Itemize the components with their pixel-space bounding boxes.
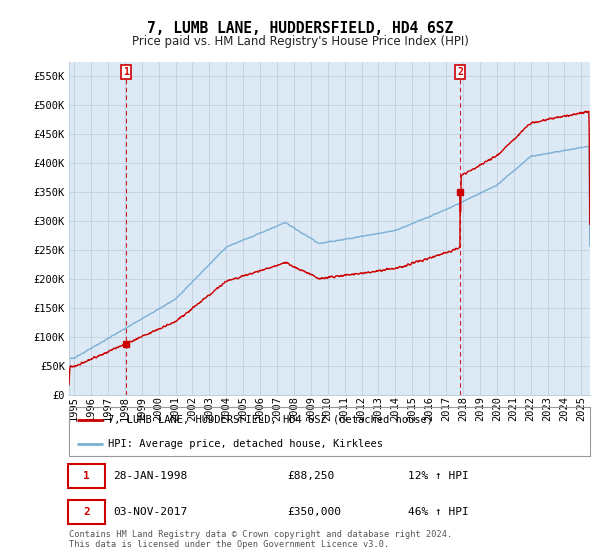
Text: 12% ↑ HPI: 12% ↑ HPI — [407, 472, 468, 481]
Text: 1: 1 — [83, 472, 90, 481]
Text: £350,000: £350,000 — [288, 507, 342, 516]
Text: 2: 2 — [83, 507, 90, 516]
Text: 46% ↑ HPI: 46% ↑ HPI — [407, 507, 468, 516]
FancyBboxPatch shape — [68, 500, 106, 524]
Text: 28-JAN-1998: 28-JAN-1998 — [113, 472, 188, 481]
Text: 1: 1 — [123, 67, 129, 77]
Text: HPI: Average price, detached house, Kirklees: HPI: Average price, detached house, Kirk… — [108, 438, 383, 449]
FancyBboxPatch shape — [68, 464, 106, 488]
Text: 7, LUMB LANE, HUDDERSFIELD, HD4 6SZ (detached house): 7, LUMB LANE, HUDDERSFIELD, HD4 6SZ (det… — [108, 415, 433, 425]
Text: £88,250: £88,250 — [288, 472, 335, 481]
Text: 7, LUMB LANE, HUDDERSFIELD, HD4 6SZ: 7, LUMB LANE, HUDDERSFIELD, HD4 6SZ — [147, 21, 453, 36]
Text: Contains HM Land Registry data © Crown copyright and database right 2024.
This d: Contains HM Land Registry data © Crown c… — [69, 530, 452, 549]
Text: Price paid vs. HM Land Registry's House Price Index (HPI): Price paid vs. HM Land Registry's House … — [131, 35, 469, 48]
Text: 03-NOV-2017: 03-NOV-2017 — [113, 507, 188, 516]
Text: 2: 2 — [457, 67, 463, 77]
